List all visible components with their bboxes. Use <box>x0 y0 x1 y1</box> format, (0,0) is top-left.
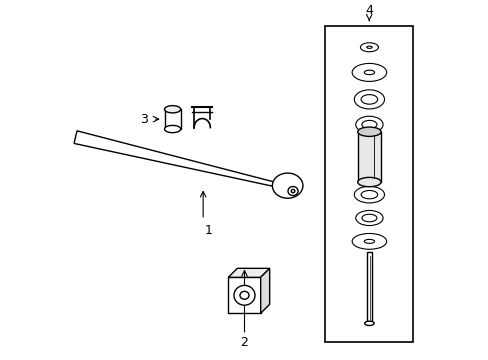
Ellipse shape <box>364 321 373 325</box>
Polygon shape <box>228 268 269 277</box>
Ellipse shape <box>272 173 302 198</box>
Ellipse shape <box>364 239 374 243</box>
Ellipse shape <box>357 177 380 187</box>
Ellipse shape <box>240 291 248 299</box>
Bar <box>325 26 413 342</box>
Text: 4: 4 <box>365 4 372 17</box>
Text: 2: 2 <box>240 336 248 348</box>
Text: 3: 3 <box>140 113 147 126</box>
Ellipse shape <box>360 43 378 52</box>
Ellipse shape <box>355 116 382 133</box>
Ellipse shape <box>364 70 374 75</box>
Bar <box>357 132 380 182</box>
Ellipse shape <box>164 105 181 113</box>
Ellipse shape <box>351 234 386 249</box>
Ellipse shape <box>354 90 384 109</box>
Ellipse shape <box>361 120 376 129</box>
Ellipse shape <box>360 190 377 199</box>
Polygon shape <box>260 268 269 313</box>
Ellipse shape <box>361 214 376 222</box>
Ellipse shape <box>354 186 384 203</box>
Ellipse shape <box>360 95 377 104</box>
Text: 1: 1 <box>204 224 212 237</box>
Polygon shape <box>74 131 287 189</box>
Ellipse shape <box>291 189 294 193</box>
Ellipse shape <box>233 285 255 305</box>
Ellipse shape <box>366 46 371 48</box>
Ellipse shape <box>164 125 181 133</box>
Ellipse shape <box>355 211 382 226</box>
Bar <box>366 252 371 322</box>
Bar <box>228 277 260 313</box>
Ellipse shape <box>351 63 386 81</box>
Bar <box>164 109 181 129</box>
Ellipse shape <box>287 186 298 195</box>
Ellipse shape <box>357 127 380 136</box>
